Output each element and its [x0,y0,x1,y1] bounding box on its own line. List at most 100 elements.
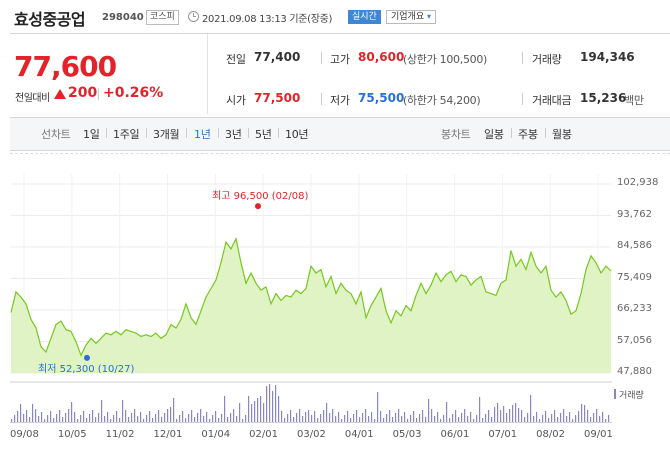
volume-bar [518,408,520,422]
volume-bar [74,412,76,422]
volume-legend: 거래량 [619,389,644,401]
volume-bar [587,410,589,422]
tab-weekly[interactable]: 주봉 [518,128,538,141]
volume-bar [548,418,550,422]
tab-3m[interactable]: 3개월 [153,128,180,141]
volume-bar [569,412,571,422]
divider [98,88,99,100]
volume-bar [110,419,112,422]
volume-bar [176,419,178,422]
tab-3y[interactable]: 3년 [225,128,242,141]
volume-bar [107,412,109,422]
volume-bar [173,398,175,422]
volume-bar [425,417,427,422]
volume-bar [377,392,379,422]
volume-bar [440,419,442,422]
volume-bar [140,412,142,422]
volume-bar [446,402,448,422]
volume-bar [275,385,277,422]
volume-bar [515,403,517,422]
volume-bar [161,417,163,422]
volume-bar [398,409,400,422]
x-tick-label: 03/02 [297,429,326,440]
tab-10y[interactable]: 10년 [285,128,309,141]
x-tick-label: 10/05 [57,429,87,440]
volume-bar [137,416,139,422]
volume-bar [311,415,313,422]
volume-bar [545,411,547,422]
volume-bar [497,403,499,422]
volume-bar [47,415,49,422]
volume-bar [524,417,526,422]
volume-bar [479,397,481,422]
volume-bar [257,398,259,422]
volume-bar [203,416,205,422]
high-value: 80,600 [358,50,405,64]
volume-bar [374,419,376,422]
company-overview-button[interactable]: 기업개요 ▾ [386,10,437,24]
tab-monthly[interactable]: 월봉 [552,128,572,141]
divider [278,128,279,138]
volume-bar [452,414,454,422]
volume-bar [152,418,154,422]
y-tick-label: 84,586 [617,240,652,251]
volume-bar [326,403,328,422]
y-tick-label: 93,762 [617,208,652,220]
lower-limit-note: (하한가 54,200) [403,94,481,107]
realtime-button[interactable]: 실시간 [348,10,381,24]
volume-bar [80,415,82,422]
change-label: 전일대비 [15,93,50,104]
volume-bar [557,417,559,422]
volume-bar [278,396,280,422]
tab-1d[interactable]: 1일 [83,128,100,141]
open-value: 77,500 [254,91,301,105]
tab-1w[interactable]: 1주일 [113,128,140,141]
volume-bar [599,416,601,422]
tab-1y[interactable]: 1년 [194,128,211,141]
volume-bar [581,404,583,422]
volume-bar [281,411,283,422]
volume-bar [287,414,289,422]
volume-bar [254,401,256,422]
y-tick-label: 66,233 [617,303,652,314]
chart-period-tabs [10,117,670,151]
volume-bar [536,412,538,422]
volume-bar [476,415,478,422]
volume-bar [53,418,55,422]
volume-bar [530,395,532,422]
volume-bar [23,414,25,422]
divider [106,128,107,138]
volume-bar [389,410,391,422]
volume-bar [410,415,412,422]
volume-bar [320,414,322,422]
volume-bar [158,410,160,422]
tab-daily[interactable]: 일봉 [484,128,504,141]
volume-bar [395,413,397,422]
open-label: 시가 [226,94,246,107]
x-tick-label: 06/01 [440,429,470,440]
low-value: 75,500 [358,91,405,105]
volume-bar [68,409,70,422]
volume-bar [401,416,403,422]
volume-bar [26,410,28,422]
volume-bar [473,419,475,422]
volume-bar [485,414,487,422]
volume-bar [506,413,508,422]
tab-5y[interactable]: 5년 [255,128,272,141]
volume-bar [41,412,43,422]
volume-bar [251,404,253,422]
volume-bar [308,410,310,422]
volume-bar [11,419,13,422]
volume-bar [482,418,484,422]
trade-value: 15,236 [580,91,627,105]
volume-bar [149,411,151,422]
volume-bar [380,411,382,422]
volume-bar [83,411,85,422]
x-tick-label: 09/01 [584,429,613,440]
divider [186,128,187,138]
volume-bar [167,409,169,422]
volume-bar [437,412,439,422]
volume-bar [38,416,40,422]
volume-bar [464,409,466,422]
